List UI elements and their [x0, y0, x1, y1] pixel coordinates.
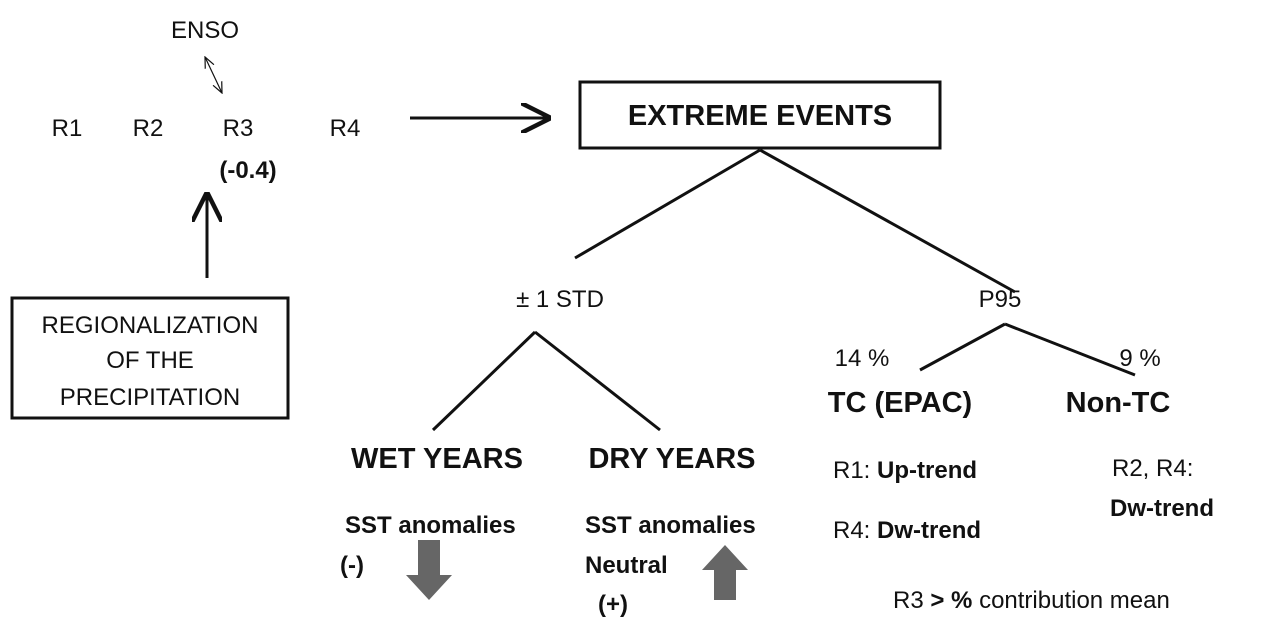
box-line: REGIONALIZATION [42, 312, 259, 339]
tc-percent: 14 % [835, 345, 890, 372]
tc-note: R1: Up-trend [833, 457, 977, 484]
down-arrow [406, 540, 452, 600]
branch-line [574, 148, 761, 260]
enso-link [205, 57, 222, 93]
region-label: R4 [330, 115, 361, 142]
wet-sst: SST anomalies [345, 512, 516, 539]
dry-sst: SST anomalies [585, 512, 756, 539]
note-region: R1: [833, 457, 870, 484]
up-arrow [702, 545, 748, 600]
std-label: ± 1 STD [516, 286, 604, 313]
branch-line [534, 330, 661, 432]
branch-line [759, 148, 1016, 294]
footer-text: contribution mean [979, 587, 1170, 614]
tc-note: R4: Dw-trend [833, 517, 981, 544]
wet-title: WET YEARS [351, 443, 523, 475]
branch-line [1004, 322, 1136, 377]
note-trend: Dw-trend [877, 517, 981, 544]
branch-line [919, 322, 1006, 372]
region-label: R1 [52, 115, 83, 142]
note-region: R4: [833, 517, 870, 544]
nontc-region: R2, R4: [1112, 455, 1193, 482]
footer-region: R3 [893, 587, 924, 614]
dry-state: Neutral [585, 552, 668, 579]
footer-percent: % [951, 587, 972, 614]
wet-sign: (-) [340, 552, 364, 579]
note-trend: Up-trend [877, 457, 977, 484]
nontc-percent: 9 % [1119, 345, 1160, 372]
region-label: R3 [223, 115, 254, 142]
footer-comparator: > [930, 587, 944, 614]
nontc-trend: Dw-trend [1110, 495, 1214, 522]
branch-line [431, 330, 537, 432]
region-label: R2 [133, 115, 164, 142]
extreme-box [578, 80, 942, 150]
enso-label: ENSO [171, 17, 239, 44]
nontc-title: Non-TC [1066, 387, 1171, 419]
box-line: PRECIPITATION [60, 384, 240, 411]
tc-title: TC (EPAC) [828, 387, 972, 419]
r3-value: (-0.4) [219, 157, 276, 184]
regionalization-box [10, 296, 290, 420]
footer: R3 > % contribution mean [893, 587, 1170, 614]
p95-label: P95 [979, 286, 1022, 313]
box-line: OF THE [106, 347, 194, 374]
extreme-label: EXTREME EVENTS [628, 100, 892, 132]
dry-sign: (+) [598, 591, 628, 618]
dry-title: DRY YEARS [588, 443, 755, 475]
